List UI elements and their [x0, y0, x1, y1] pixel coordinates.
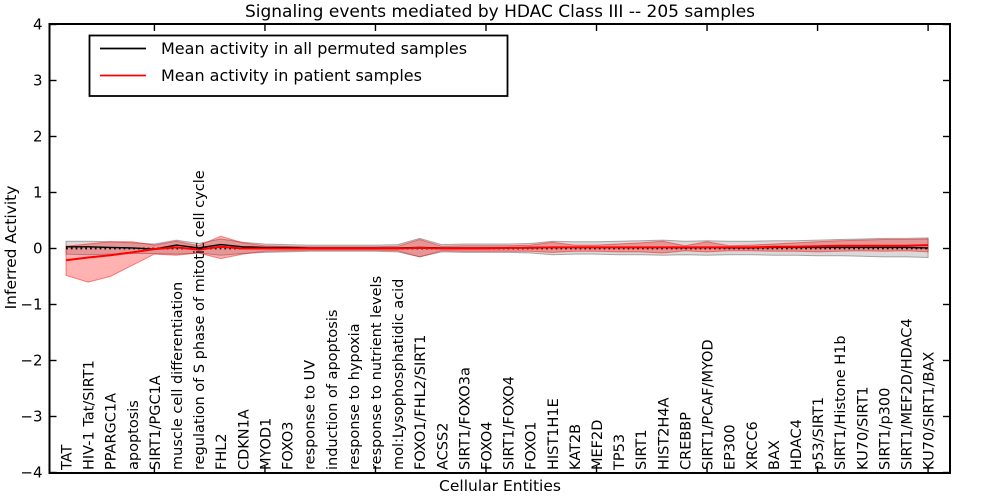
x-category-label: KU70/SIRT1/BAX [922, 352, 938, 470]
x-category-label: ACSS2 [435, 423, 451, 470]
x-category-label: FOXO4 [480, 422, 496, 470]
y-tick-label: 3 [33, 72, 43, 90]
x-category-label: TP53 [612, 434, 628, 471]
axis-ticks [49, 23, 950, 474]
y-tick-label: 0 [33, 240, 43, 258]
x-category-label: mol:Lysophosphatidic acid [391, 279, 407, 470]
x-category-label: CDKN1A [236, 409, 252, 470]
x-category-label: SIRT1/p300 [877, 388, 893, 470]
legend: Mean activity in all permuted samples Me… [88, 34, 509, 97]
legend-label-permuted-samples: Mean activity in all permuted samples [161, 39, 467, 58]
x-category-label: FHL2 [214, 433, 230, 470]
x-axis-label: Cellular Entities [439, 477, 561, 495]
x-category-label: TAT [60, 444, 76, 471]
x-category-label: HIV-1 Tat/SIRT1 [82, 360, 98, 470]
x-category-label: KAT2B [568, 424, 584, 470]
y-tick-label: −1 [20, 296, 42, 314]
x-category-label: induction of apoptosis [325, 310, 341, 470]
x-category-label: FOXO1 [524, 422, 540, 470]
x-category-label: MYOD1 [258, 418, 274, 470]
y-tick-labels: 4 3 2 1 0 −1 −2 −3 −4 [20, 16, 42, 482]
x-category-label: response to UV [303, 360, 319, 470]
x-category-label: HIST1H1E [546, 398, 562, 470]
chart-title: Signaling events mediated by HDAC Class … [245, 2, 755, 22]
series-line-patient [65, 244, 929, 262]
x-category-label: SIRT1/PGC1A [148, 375, 164, 470]
y-tick-label: 4 [33, 16, 43, 34]
x-category-labels: TAT HIV-1 Tat/SIRT1 PPARGC1A apoptosis SIRT1… [60, 170, 938, 471]
x-category-label: KU70/SIRT1 [855, 386, 871, 470]
x-category-label: EP300 [723, 424, 739, 470]
y-tick-label: 1 [33, 184, 43, 202]
x-category-label: HDAC4 [789, 419, 805, 470]
x-category-label: XRCC6 [745, 421, 761, 470]
x-category-label: SIRT1/PCAF/MYOD [701, 339, 717, 470]
x-category-label: SIRT1/FOXO4 [502, 376, 518, 470]
legend-box [88, 34, 509, 97]
y-tick-label: −4 [20, 464, 42, 482]
x-category-label: FOXO1/FHL2/SIRT1 [413, 335, 429, 470]
x-category-label: response to hypoxia [347, 323, 363, 470]
x-category-label: p53/SIRT1 [811, 397, 827, 470]
x-category-label: CREBBP [678, 412, 694, 470]
x-category-label: MEF2D [590, 420, 606, 470]
x-category-label: SIRT1 [634, 429, 650, 470]
y-axis-label: Inferred Activity [2, 186, 20, 310]
x-category-label: response to nutrient levels [369, 276, 385, 470]
x-category-label: SIRT1/MEF2D/HDAC4 [900, 318, 916, 470]
x-category-label: regulation of S phase of mitotic cell cy… [192, 170, 208, 470]
legend-label-patient-samples: Mean activity in patient samples [161, 66, 422, 85]
x-category-label: BAX [767, 440, 783, 470]
x-category-label: SIRT1/Histone H1b [833, 335, 849, 470]
x-category-label: FOXO3 [281, 422, 297, 470]
x-category-label: apoptosis [126, 400, 142, 470]
y-tick-label: 2 [33, 128, 43, 146]
series-lines [65, 243, 929, 262]
x-category-label: SIRT1/FOXO3a [457, 367, 473, 470]
y-tick-label: −2 [20, 352, 42, 370]
x-category-label: HIST2H4A [656, 397, 672, 470]
x-category-label: PPARGC1A [104, 393, 120, 470]
y-tick-label: −3 [20, 408, 42, 426]
x-category-label: muscle cell differentiation [170, 282, 186, 470]
